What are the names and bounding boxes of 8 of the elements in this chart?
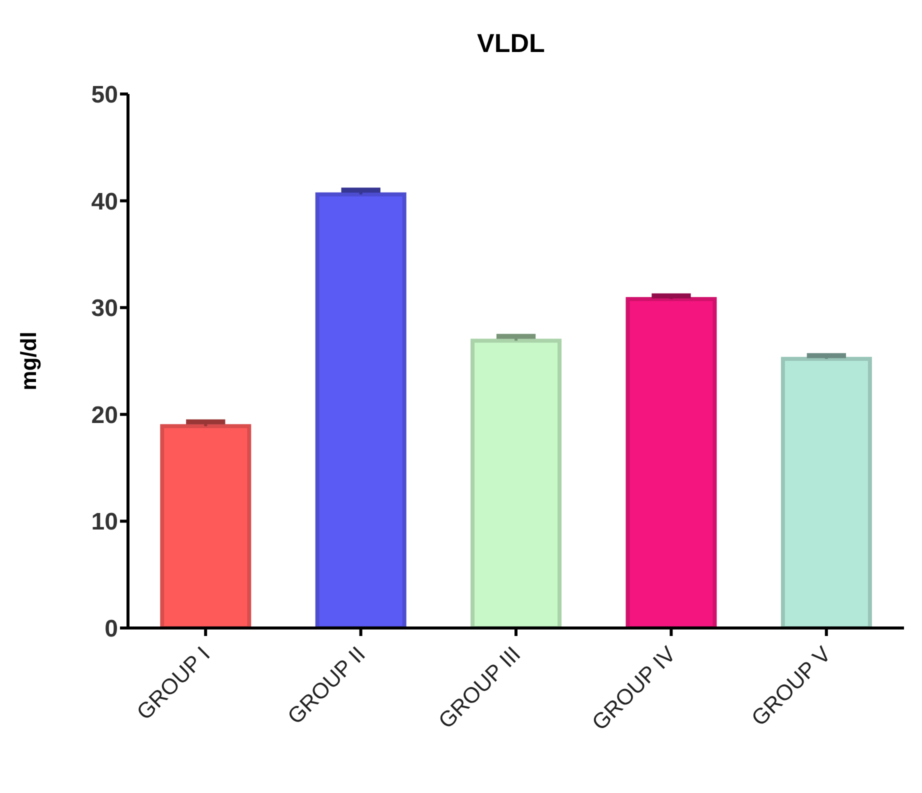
- y-tick-label: 10: [91, 508, 118, 536]
- chart-title: VLDL: [476, 27, 546, 60]
- y-tick-label: 30: [91, 295, 118, 322]
- y-tick-label: 0: [104, 616, 118, 643]
- y-tick-label: 50: [91, 82, 118, 109]
- y-tick-label: 40: [91, 188, 118, 216]
- y-tick-label: 20: [91, 402, 118, 429]
- y-axis-title: mg/dl: [16, 332, 41, 390]
